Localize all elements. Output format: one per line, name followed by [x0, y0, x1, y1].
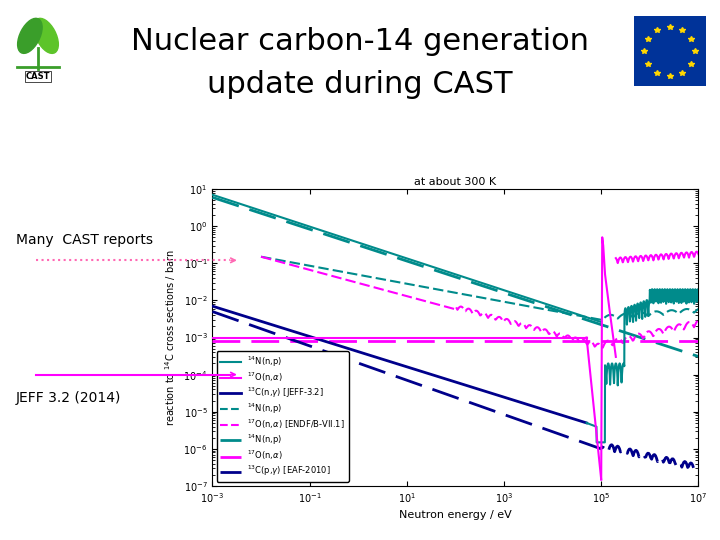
Y-axis label: reaction to $^{14}$C cross sections / barn: reaction to $^{14}$C cross sections / ba…	[163, 249, 178, 426]
Legend: $^{14}$N(n,p), $^{17}$O(n,$\alpha$), $^{13}$C(n,$\gamma$) [JEFF-3.2], $^{14}$N(n: $^{14}$N(n,p), $^{17}$O(n,$\alpha$), $^{…	[217, 352, 348, 482]
Title: at about 300 K: at about 300 K	[414, 177, 497, 187]
Ellipse shape	[17, 18, 42, 53]
Text: Nuclear carbon-14 generation: Nuclear carbon-14 generation	[131, 27, 589, 56]
Ellipse shape	[34, 18, 58, 53]
Text: JEFF 3.2 (2014): JEFF 3.2 (2014)	[16, 391, 121, 405]
X-axis label: Neutron energy / eV: Neutron energy / eV	[399, 510, 512, 520]
Text: CAST: CAST	[25, 72, 50, 81]
Text: Many  CAST reports: Many CAST reports	[16, 233, 153, 247]
Text: update during CAST: update during CAST	[207, 70, 513, 99]
